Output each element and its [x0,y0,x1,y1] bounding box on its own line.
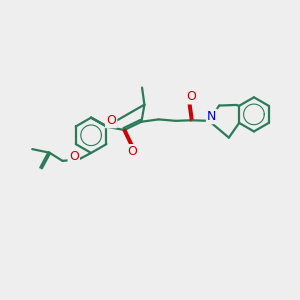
Text: O: O [127,145,137,158]
Text: O: O [186,90,196,103]
Text: O: O [106,114,116,127]
Text: N: N [207,110,217,123]
Text: O: O [69,150,79,163]
